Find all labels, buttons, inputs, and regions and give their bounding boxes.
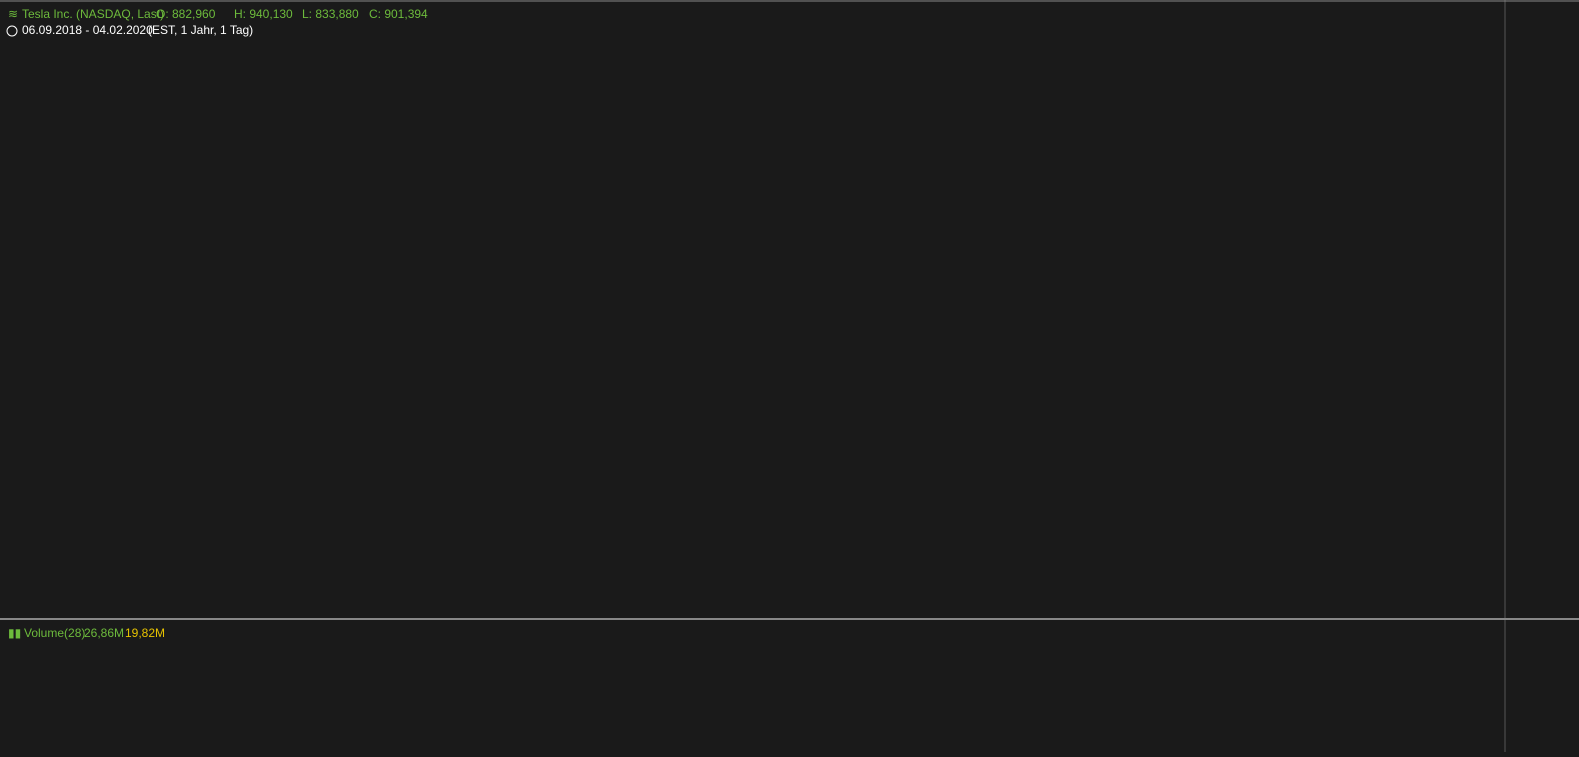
symbol: Tesla Inc. (NASDAQ, Last) <box>22 7 164 21</box>
ohlc-high: H: 940,130 <box>234 7 293 21</box>
volume-legend-value: 26,86M <box>84 626 124 640</box>
clock-icon <box>6 25 18 37</box>
volume-legend-value: 19,82M <box>125 626 165 640</box>
volume-icon: ▮▮ <box>8 626 21 640</box>
ohlc-low: L: 833,880 <box>302 7 359 21</box>
volume-title: Volume(28) <box>24 626 85 640</box>
ohlc-close: C: 901,394 <box>369 7 428 21</box>
date-range: 06.09.2018 - 04.02.2020 <box>22 23 153 37</box>
ohlc-open: O: 882,960 <box>156 7 216 21</box>
chart-icon: ≋ <box>8 7 18 21</box>
settings: (EST, 1 Jahr, 1 Tag) <box>148 23 253 37</box>
